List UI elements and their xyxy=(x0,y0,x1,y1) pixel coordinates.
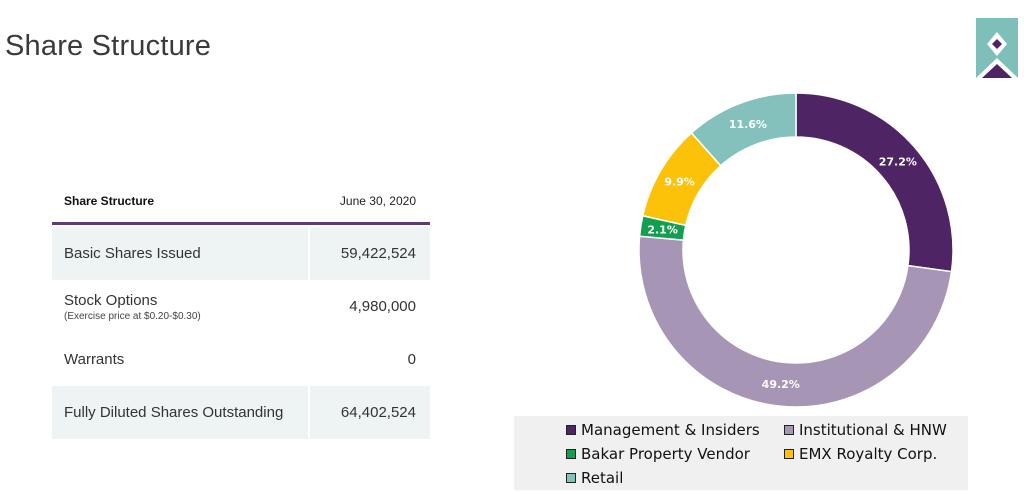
page-title: Share Structure xyxy=(5,30,212,62)
row-label: Stock Options xyxy=(64,291,158,309)
row-label-cell: Stock Options (Exercise price at $0.20-$… xyxy=(52,280,309,333)
table-header-label: Share Structure xyxy=(64,194,155,208)
legend-swatch xyxy=(566,425,576,435)
legend-swatch xyxy=(566,473,576,483)
data-label-management-insiders: 27.2% xyxy=(879,155,917,168)
data-label-retail: 11.6% xyxy=(729,118,767,131)
row-value: 0 xyxy=(308,333,430,386)
legend-item-management-insiders: Management & Insiders xyxy=(566,421,760,439)
ownership-donut-chart: 27.2% 49.2% 2.1% 9.9% 11.6% xyxy=(638,92,954,408)
table-header-row: Share Structure June 30, 2020 xyxy=(52,180,430,222)
row-sublabel: (Exercise price at $0.20-$0.30) xyxy=(64,310,201,322)
table-header-date: June 30, 2020 xyxy=(339,194,416,208)
legend-item-institutional-hnw: Institutional & HNW xyxy=(784,421,947,439)
slice-institutional-hnw xyxy=(638,235,953,408)
slice-management-insiders xyxy=(795,92,954,273)
table-row: Stock Options (Exercise price at $0.20-$… xyxy=(52,280,430,333)
row-label: Basic Shares Issued xyxy=(52,227,309,280)
row-label: Warrants xyxy=(64,351,125,368)
legend-item-retail: Retail xyxy=(566,469,623,487)
data-label-bakar-property-vendor: 2.1% xyxy=(647,223,678,236)
share-structure-table: Share Structure June 30, 2020 Basic Shar… xyxy=(52,180,430,439)
row-value: 4,980,000 xyxy=(308,280,430,333)
data-label-institutional-hnw: 49.2% xyxy=(762,378,800,391)
header-divider xyxy=(52,222,430,225)
table-row: Basic Shares Issued 59,422,524 xyxy=(52,227,430,280)
legend-swatch xyxy=(566,449,576,459)
legend-item-bakar-property-vendor: Bakar Property Vendor xyxy=(566,445,750,463)
legend-label: Management & Insiders xyxy=(581,421,760,439)
legend-swatch xyxy=(784,425,794,435)
row-value: 59,422,524 xyxy=(308,227,430,280)
table-row: Fully Diluted Shares Outstanding 64,402,… xyxy=(52,386,430,439)
chart-legend: Management & Insiders Institutional & HNW… xyxy=(514,416,968,490)
legend-label: Bakar Property Vendor xyxy=(581,445,750,463)
row-value: 64,402,524 xyxy=(308,386,430,439)
legend-label: Retail xyxy=(581,469,624,487)
data-label-emx-royalty-corp: 9.9% xyxy=(664,176,695,189)
legend-label: EMX Royalty Corp. xyxy=(799,445,938,463)
table-row: Warrants 0 xyxy=(52,333,430,386)
legend-swatch xyxy=(784,449,794,459)
row-label: Fully Diluted Shares Outstanding xyxy=(52,386,309,439)
legend-item-emx-royalty-corp: EMX Royalty Corp. xyxy=(784,445,937,463)
slice-retail xyxy=(690,92,797,167)
legend-label: Institutional & HNW xyxy=(799,421,947,439)
company-logo xyxy=(976,18,1018,78)
